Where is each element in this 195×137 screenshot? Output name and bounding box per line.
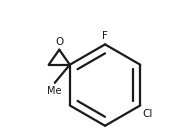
Text: F: F: [102, 31, 108, 41]
Text: Me: Me: [47, 85, 61, 95]
Text: O: O: [55, 37, 63, 47]
Text: Cl: Cl: [143, 109, 153, 119]
